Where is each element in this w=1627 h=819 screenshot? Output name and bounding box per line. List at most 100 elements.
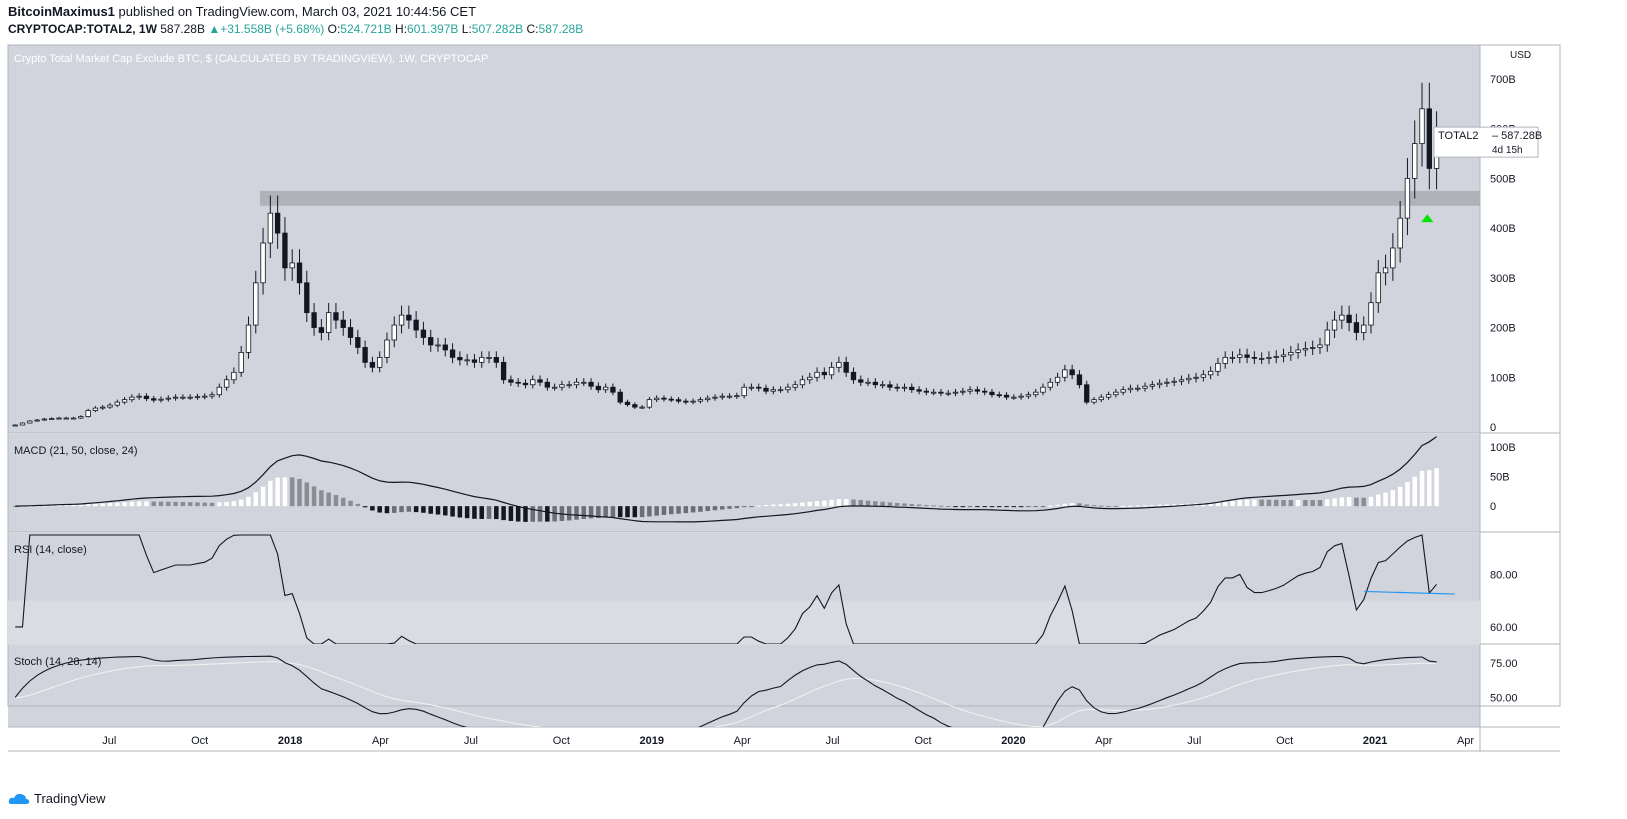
macd-histogram-bar — [515, 506, 521, 522]
candle-body — [428, 337, 434, 346]
macd-histogram-bar — [1419, 470, 1425, 507]
macd-histogram-bar — [1390, 490, 1396, 507]
x-tick-label: Jul — [1187, 735, 1201, 747]
candle-body — [1251, 356, 1258, 359]
candle-body — [449, 349, 456, 358]
candle-body — [1062, 369, 1068, 378]
candle-body — [1412, 143, 1418, 179]
author-name[interactable]: BitcoinMaximus1 — [8, 4, 115, 19]
candle-body — [19, 422, 26, 426]
macd-histogram-bar — [763, 505, 769, 507]
macd-histogram-bar — [275, 477, 280, 507]
macd-histogram-bar — [1295, 499, 1301, 507]
candle-body — [1003, 394, 1010, 398]
macd-histogram-bar — [217, 502, 222, 507]
x-tick-label: 2018 — [278, 735, 302, 747]
tradingview-logo[interactable]: TradingView — [8, 791, 106, 806]
macd-histogram-bar — [996, 506, 1002, 508]
candle-body — [1142, 385, 1148, 389]
candle-body — [581, 381, 587, 384]
chart-frame — [7, 44, 1561, 707]
macd-histogram-bar — [523, 506, 528, 522]
candle-body — [486, 356, 492, 359]
macd-histogram-bar — [1113, 505, 1119, 507]
macd-histogram-bar — [880, 501, 885, 507]
open-label: O: — [327, 22, 341, 36]
candle-body — [828, 366, 835, 376]
close-value: 587.28B — [538, 22, 584, 36]
macd-histogram-bar — [814, 501, 820, 507]
macd-histogram-bar — [938, 505, 944, 507]
macd-title: MACD (21, 50, close, 24) — [14, 445, 138, 457]
macd-histogram-bar — [122, 502, 127, 507]
candle-body — [1025, 394, 1032, 397]
pane-macd-bg — [8, 434, 1480, 532]
candle-body — [1361, 324, 1367, 333]
candle-body — [952, 391, 959, 394]
candle-body — [515, 381, 521, 384]
candle-body — [930, 391, 937, 394]
candle-body — [70, 417, 77, 420]
candle-body — [355, 337, 361, 348]
candle-body — [49, 418, 55, 420]
macd-histogram-bar — [180, 501, 186, 507]
candle-body — [1149, 384, 1155, 387]
candle-body — [180, 396, 186, 399]
candle-body — [879, 384, 886, 387]
macd-histogram-bar — [574, 506, 579, 520]
macd-histogram-bar — [1142, 505, 1148, 507]
candle-body — [1069, 369, 1075, 376]
symbol-label[interactable]: CRYPTOCAP:TOTAL2, 1W — [8, 22, 157, 36]
candle-body — [420, 329, 427, 338]
macd-histogram-bar — [93, 503, 98, 507]
macd-histogram-bar — [836, 499, 842, 507]
candle-body — [1339, 314, 1345, 321]
candle-body — [1382, 267, 1389, 274]
close-label: C: — [526, 22, 539, 36]
price-change: +31.558B (+5.68%) — [220, 22, 325, 36]
price-tick-label: 500B — [1490, 173, 1516, 185]
publish-line: BitcoinMaximus1 published on TradingView… — [8, 4, 476, 19]
macd-histogram-bar — [909, 503, 915, 507]
candle-body — [1426, 108, 1432, 169]
candle-body — [1084, 384, 1090, 403]
candle-body — [1273, 355, 1279, 358]
candle-body — [1178, 379, 1185, 382]
macd-histogram-bar — [1237, 499, 1243, 507]
candle-body — [471, 359, 478, 363]
macd-histogram-bar — [370, 506, 375, 511]
macd-histogram-bar — [355, 503, 361, 507]
candle-body — [712, 396, 718, 399]
candle-body — [231, 371, 237, 381]
macd-histogram-bar — [173, 501, 178, 507]
candle-body — [1390, 247, 1396, 269]
macd-histogram-bar — [1405, 482, 1410, 507]
candle-body — [1324, 329, 1330, 346]
macd-histogram-bar — [982, 506, 987, 508]
macd-histogram-bar — [741, 506, 747, 508]
x-tick-label: 2019 — [640, 735, 664, 747]
candle-body — [107, 404, 113, 408]
macd-histogram-bar — [1077, 503, 1082, 507]
macd-histogram-bar — [581, 506, 587, 519]
candle-body — [63, 417, 69, 420]
macd-histogram-bar — [1310, 500, 1315, 507]
ohlc-line: CRYPTOCAP:TOTAL2, 1W 587.28B ▲+31.558B (… — [8, 22, 583, 36]
candle-body — [690, 400, 696, 403]
candle-body — [814, 371, 820, 378]
macd-histogram-bar — [333, 495, 339, 507]
cloud-icon — [8, 793, 30, 804]
macd-histogram-bar — [603, 506, 608, 518]
macd-histogram-bar — [406, 506, 412, 512]
macd-histogram-bar — [530, 506, 536, 522]
candle-body — [843, 361, 849, 373]
candle-body — [996, 394, 1002, 397]
candle-body — [610, 386, 616, 393]
candle-body — [479, 356, 485, 363]
candle-body — [661, 397, 667, 400]
macd-histogram-bar — [224, 501, 229, 507]
macd-histogram-bar — [690, 506, 696, 513]
macd-histogram-bar — [282, 477, 288, 507]
price-tick-label: 400B — [1490, 223, 1516, 235]
